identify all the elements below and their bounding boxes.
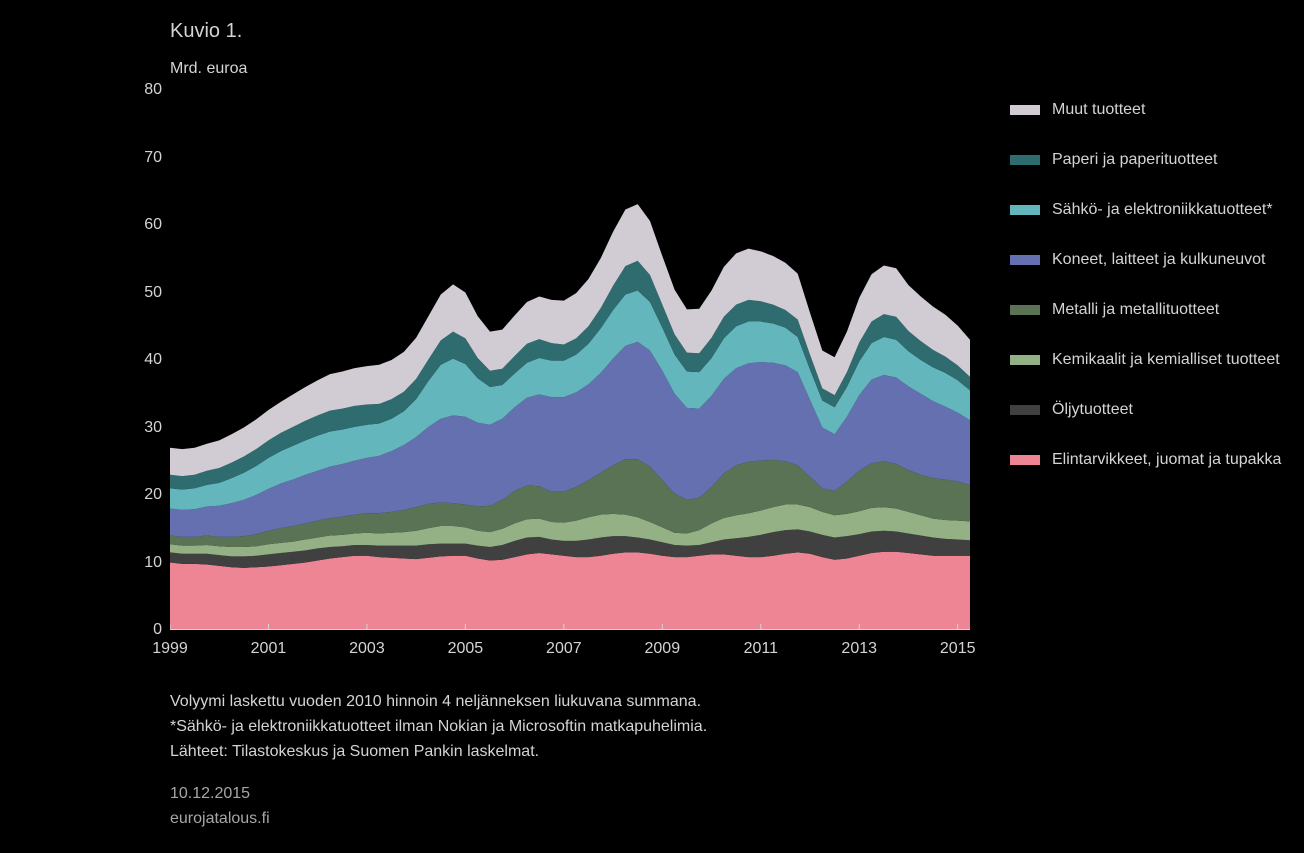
x-tick-label: 2009 [645, 640, 681, 658]
legend: Muut tuotteet Paperi ja paperituotteet Säh… [1010, 100, 1290, 470]
source-site: eurojatalous.fi [170, 810, 270, 828]
legend-item: Muut tuotteet [1010, 100, 1290, 120]
legend-item: Koneet, laitteet ja kulkuneuvot [1010, 250, 1290, 270]
footnote-line: *Sähkö- ja elektroniikkatuotteet ilman N… [170, 715, 707, 740]
x-tick-label: 2003 [349, 640, 385, 658]
legend-label: Öljytuotteet [1052, 400, 1133, 420]
legend-swatch [1010, 455, 1040, 465]
legend-item: Metalli ja metallituotteet [1010, 300, 1290, 320]
y-tick-label: 0 [153, 621, 162, 639]
x-tick-label: 2007 [546, 640, 582, 658]
chart-title: Kuvio 1. [170, 20, 242, 43]
footnote-line: Volyymi laskettu vuoden 2010 hinnoin 4 n… [170, 690, 707, 715]
legend-label: Kemikaalit ja kemialliset tuotteet [1052, 350, 1280, 370]
y-tick-label: 50 [144, 284, 162, 302]
legend-swatch [1010, 155, 1040, 165]
y-tick-label: 30 [144, 419, 162, 437]
footnotes: Volyymi laskettu vuoden 2010 hinnoin 4 n… [170, 690, 707, 764]
legend-label: Muut tuotteet [1052, 100, 1145, 120]
x-tick-label: 2013 [841, 640, 877, 658]
legend-item: Kemikaalit ja kemialliset tuotteet [1010, 350, 1290, 370]
x-axis-ticks: 199920012003200520072009201120132015 [170, 640, 970, 670]
x-tick-label: 2015 [940, 640, 976, 658]
legend-item: Elintarvikkeet, juomat ja tupakka [1010, 450, 1290, 470]
y-axis-ticks: 01020304050607080 [0, 90, 166, 630]
y-tick-label: 10 [144, 554, 162, 572]
x-tick-label: 2001 [251, 640, 287, 658]
y-axis-label: Mrd. euroa [170, 60, 247, 78]
y-tick-label: 70 [144, 149, 162, 167]
legend-swatch [1010, 405, 1040, 415]
legend-item: Öljytuotteet [1010, 400, 1290, 420]
legend-swatch [1010, 205, 1040, 215]
legend-label: Sähkö- ja elektroniikkatuotteet* [1052, 200, 1273, 220]
x-tick-label: 1999 [152, 640, 188, 658]
legend-label: Paperi ja paperituotteet [1052, 150, 1217, 170]
publication-date: 10.12.2015 [170, 785, 250, 803]
x-tick-label: 2005 [448, 640, 484, 658]
legend-item: Paperi ja paperituotteet [1010, 150, 1290, 170]
legend-item: Sähkö- ja elektroniikkatuotteet* [1010, 200, 1290, 220]
legend-label: Elintarvikkeet, juomat ja tupakka [1052, 450, 1281, 470]
footnote-line: Lähteet: Tilastokeskus ja Suomen Pankin … [170, 740, 707, 765]
legend-swatch [1010, 305, 1040, 315]
y-tick-label: 40 [144, 351, 162, 369]
legend-label: Koneet, laitteet ja kulkuneuvot [1052, 250, 1265, 270]
legend-swatch [1010, 105, 1040, 115]
y-tick-label: 20 [144, 486, 162, 504]
area-chart [170, 90, 970, 630]
y-tick-label: 60 [144, 216, 162, 234]
legend-label: Metalli ja metallituotteet [1052, 300, 1219, 320]
legend-swatch [1010, 355, 1040, 365]
x-tick-label: 2011 [744, 640, 778, 658]
y-tick-label: 80 [144, 81, 162, 99]
legend-swatch [1010, 255, 1040, 265]
